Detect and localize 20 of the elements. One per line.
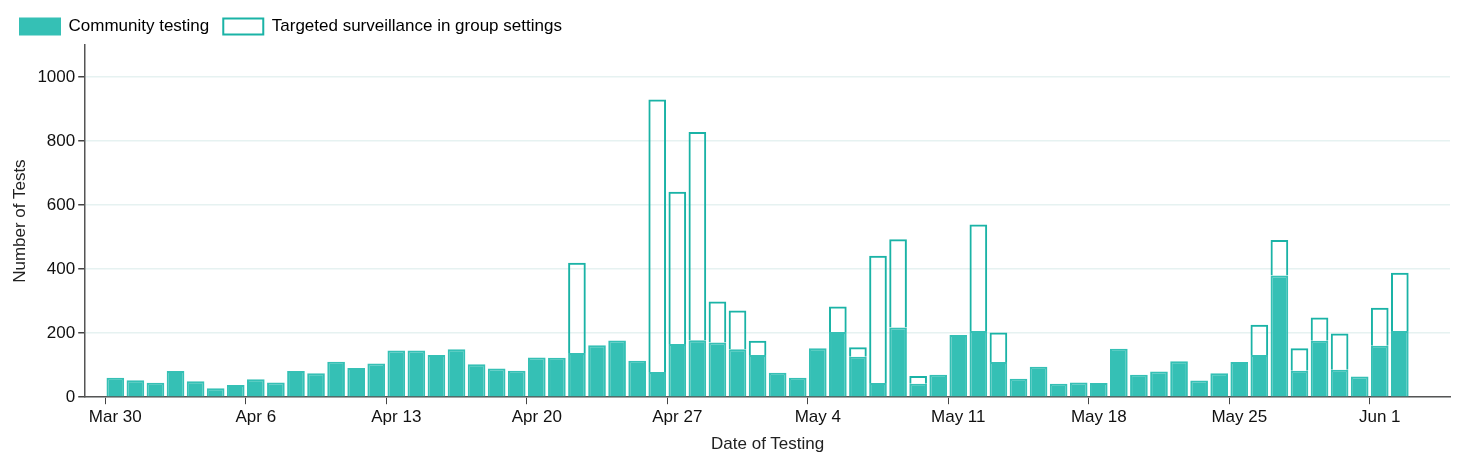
- x-tick-label: May 4: [794, 407, 841, 427]
- y-tick-label: 800: [46, 130, 76, 150]
- y-tick-label: 600: [46, 194, 76, 214]
- x-tick-label: Apr 13: [371, 407, 422, 427]
- y-tick-label: 400: [46, 258, 76, 278]
- y-tick-label: 1000: [37, 66, 76, 86]
- x-tick-label: Jun 1: [1358, 407, 1401, 427]
- x-axis-title: Date of Testing: [711, 434, 825, 454]
- x-tick-label: Mar 30: [88, 407, 142, 427]
- y-tick-label: 0: [65, 386, 76, 406]
- x-tick-label: May 25: [1211, 407, 1268, 427]
- y-tick-label: 200: [46, 322, 76, 342]
- x-tick-label: May 11: [931, 407, 986, 427]
- x-tick-label: Apr 6: [235, 407, 277, 427]
- x-tick-label: May 18: [1070, 407, 1127, 427]
- x-tick-label: Apr 27: [652, 407, 703, 427]
- x-tick-label: Apr 20: [511, 407, 562, 427]
- legend-label: Targeted surveillance in group settings: [271, 16, 562, 36]
- legend-label: Community testing: [68, 16, 210, 36]
- y-axis-title: Number of Tests: [9, 159, 29, 283]
